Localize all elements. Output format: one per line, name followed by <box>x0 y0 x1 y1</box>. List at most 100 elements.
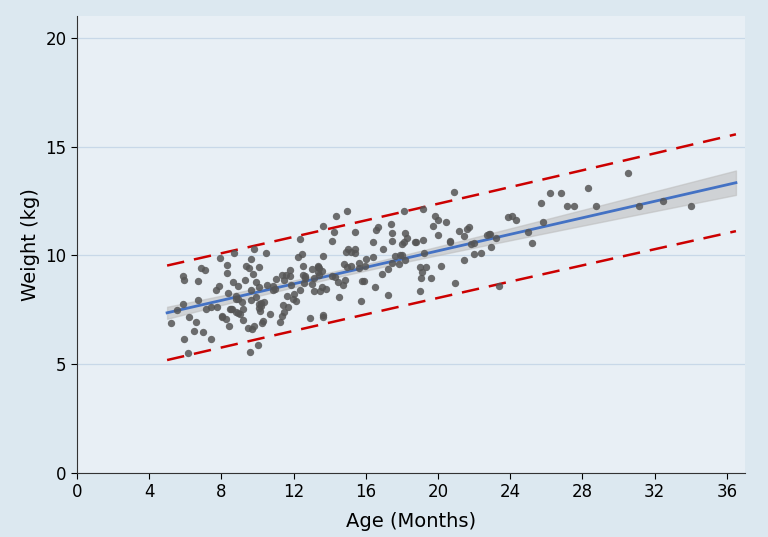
Point <box>277 275 290 284</box>
Point <box>221 289 233 297</box>
Point <box>269 284 281 293</box>
Point <box>205 303 217 311</box>
Point <box>183 313 195 322</box>
Point <box>266 282 279 291</box>
Point <box>414 287 426 295</box>
Point <box>234 310 247 318</box>
Point <box>582 183 594 192</box>
Point <box>418 249 430 258</box>
Point <box>282 302 294 311</box>
Point <box>228 249 240 258</box>
Point <box>230 295 242 303</box>
Point <box>211 303 223 311</box>
Point <box>326 236 338 245</box>
Point <box>257 298 270 307</box>
Point <box>260 249 273 257</box>
Point <box>304 313 316 322</box>
Point <box>312 262 324 271</box>
Point <box>194 263 207 272</box>
Point <box>277 301 290 310</box>
Point <box>247 270 259 278</box>
Point <box>270 274 282 283</box>
Point <box>308 286 320 295</box>
Point <box>444 237 456 245</box>
Point <box>341 207 353 215</box>
Point <box>329 211 342 220</box>
Point <box>332 278 344 287</box>
Point <box>386 229 398 237</box>
Point <box>316 282 328 291</box>
Point <box>190 317 202 326</box>
Point <box>178 335 190 344</box>
Point <box>192 277 204 285</box>
Point <box>263 310 276 318</box>
Point <box>349 228 361 236</box>
Point <box>432 231 445 240</box>
Point <box>248 322 260 330</box>
Point <box>684 202 697 211</box>
Point <box>396 251 409 259</box>
Point <box>171 306 184 314</box>
Point <box>377 244 389 253</box>
Point <box>333 293 346 302</box>
Point <box>427 222 439 230</box>
Point <box>232 308 244 317</box>
Point <box>317 313 329 321</box>
Point <box>481 231 493 240</box>
Point <box>392 259 405 268</box>
Point <box>409 237 422 246</box>
Point <box>398 238 410 246</box>
Point <box>287 295 300 303</box>
Point <box>468 249 480 258</box>
Point <box>537 218 549 227</box>
Point <box>223 321 235 330</box>
Point <box>393 251 406 259</box>
Point <box>251 340 263 349</box>
Point <box>415 273 427 282</box>
Point <box>535 198 547 207</box>
Point <box>506 212 518 220</box>
Point <box>313 271 325 279</box>
Point <box>440 218 452 227</box>
Point <box>328 227 340 236</box>
Point <box>253 282 265 291</box>
Point <box>292 253 304 262</box>
Point <box>329 272 342 281</box>
Point <box>312 267 324 276</box>
Point <box>247 244 260 253</box>
Point <box>210 286 223 295</box>
Point <box>525 238 538 247</box>
Point <box>349 245 361 253</box>
X-axis label: Age (Months): Age (Months) <box>346 512 476 531</box>
Point <box>432 216 444 224</box>
Point <box>449 279 461 288</box>
Point <box>274 317 286 326</box>
Point <box>224 304 237 313</box>
Point <box>376 270 389 279</box>
Point <box>220 261 233 270</box>
Point <box>435 262 448 271</box>
Point <box>306 280 318 288</box>
Point <box>465 240 477 249</box>
Point <box>544 189 556 198</box>
Point <box>288 289 300 298</box>
Point <box>316 252 329 260</box>
Point <box>657 197 669 205</box>
Point <box>260 281 273 290</box>
Point <box>386 236 398 245</box>
Point <box>458 232 470 241</box>
Point <box>280 292 293 300</box>
Point <box>177 272 189 280</box>
Point <box>415 267 428 276</box>
Point <box>200 305 212 314</box>
Point <box>294 235 306 244</box>
Point <box>319 285 332 293</box>
Point <box>246 324 258 333</box>
Point <box>425 274 437 282</box>
Point <box>339 260 351 268</box>
Point <box>232 295 244 303</box>
Point <box>429 211 442 220</box>
Point <box>452 227 465 235</box>
Point <box>197 328 209 337</box>
Point <box>458 256 471 265</box>
